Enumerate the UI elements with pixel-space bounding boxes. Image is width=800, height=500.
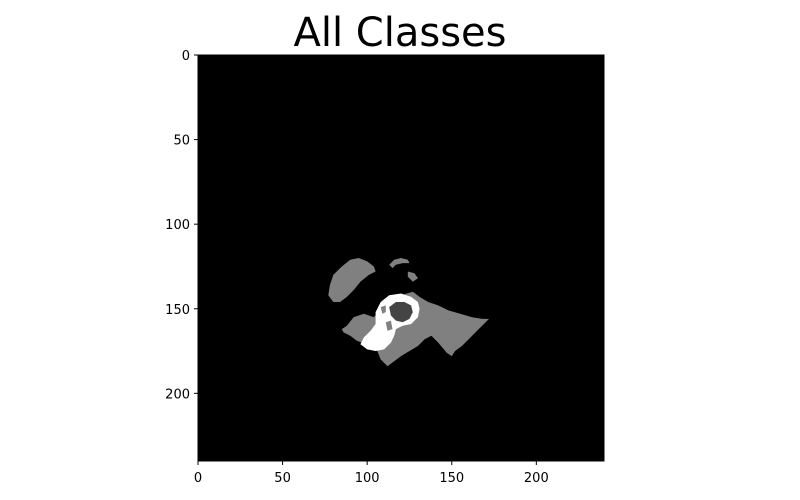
y-tick-label: 150 [165,303,190,318]
x-tick-label: 50 [274,471,291,486]
y-axis: 0 50 100 150 200 [165,49,198,402]
plot-frame [197,54,605,462]
y-tick-label: 200 [165,387,190,402]
x-tick-label: 0 [194,471,202,486]
x-tick-label: 100 [355,471,380,486]
segmentation-region-class-2 [328,258,376,302]
segmentation-region-class-2 [389,258,410,269]
segmentation-region-class-2 [385,320,393,331]
y-tick-label: 0 [182,49,190,64]
y-tick-label: 100 [165,218,190,233]
plot-area [197,54,605,462]
segmentation-region-class-1 [389,302,413,323]
segmentation-region-class-2 [380,305,386,314]
x-tick-label: 200 [524,471,549,486]
chart-title: All Classes [294,10,507,56]
y-tick-label: 50 [173,134,190,149]
x-axis: 0 50 100 150 200 [194,461,549,486]
x-tick-label: 150 [439,471,464,486]
segmentation-region-class-2 [407,271,418,282]
